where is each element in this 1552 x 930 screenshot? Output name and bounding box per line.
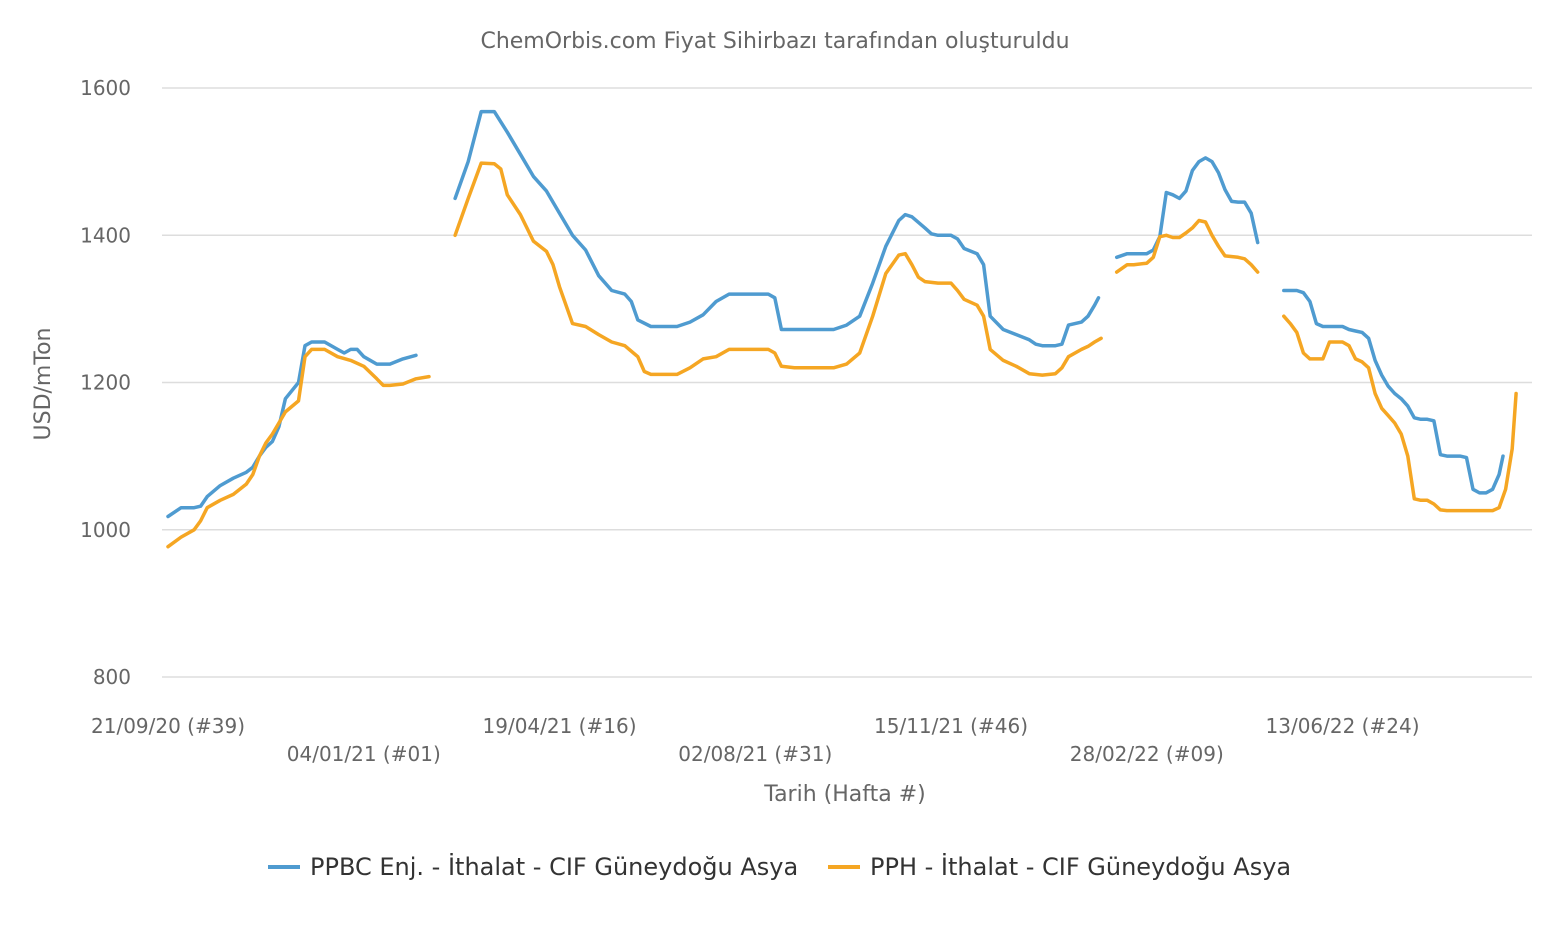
x-tick-label-0: 21/09/20 (#39) <box>91 714 245 738</box>
legend: PPBC Enj. - İthalat - CIF Güneydoğu Asya… <box>268 852 1291 881</box>
x-tick-label-5: 28/02/22 (#09) <box>1070 742 1224 766</box>
series-0-segment-1 <box>453 109 1101 348</box>
gridlines <box>162 87 1532 678</box>
series-1-segment-2 <box>1114 218 1260 274</box>
y-tick-label-3: 1400 <box>80 223 131 247</box>
series-1-segment-1 <box>453 161 1103 377</box>
y-tick-label-4: 1600 <box>80 76 131 100</box>
series-lines <box>166 109 1518 549</box>
y-tick-label-2: 1200 <box>80 371 131 395</box>
chart-title: ChemOrbis.com Fiyat Sihirbazı tarafından… <box>480 29 1069 54</box>
x-axis-title: Tarih (Hafta #) <box>763 782 925 807</box>
legend-label-1: PPH - İthalat - CIF Güneydoğu Asya <box>870 852 1291 881</box>
y-tick-label-1: 1000 <box>80 518 131 542</box>
x-tick-label-1: 04/01/21 (#01) <box>287 742 441 766</box>
x-axis-ticks: 21/09/20 (#39) 04/01/21 (#01) 19/04/21 (#1… <box>91 714 1420 766</box>
series-1-segment-0 <box>166 347 431 549</box>
x-tick-label-2: 19/04/21 (#16) <box>483 714 637 738</box>
series-0-segment-2 <box>1114 156 1260 260</box>
series-0-segment-3 <box>1282 288 1505 495</box>
series-0-segment-0 <box>166 340 418 519</box>
y-tick-label-0: 800 <box>93 665 131 689</box>
series-1-segment-3 <box>1282 314 1518 513</box>
x-tick-label-6: 13/06/22 (#24) <box>1266 714 1420 738</box>
legend-label-0: PPBC Enj. - İthalat - CIF Güneydoğu Asya <box>310 852 798 881</box>
x-tick-label-3: 02/08/21 (#31) <box>678 742 832 766</box>
x-tick-label-4: 15/11/21 (#46) <box>874 714 1028 738</box>
y-axis-ticks: 800 1000 1200 1400 1600 <box>80 76 131 689</box>
y-axis-title: USD/mTon <box>31 328 56 441</box>
